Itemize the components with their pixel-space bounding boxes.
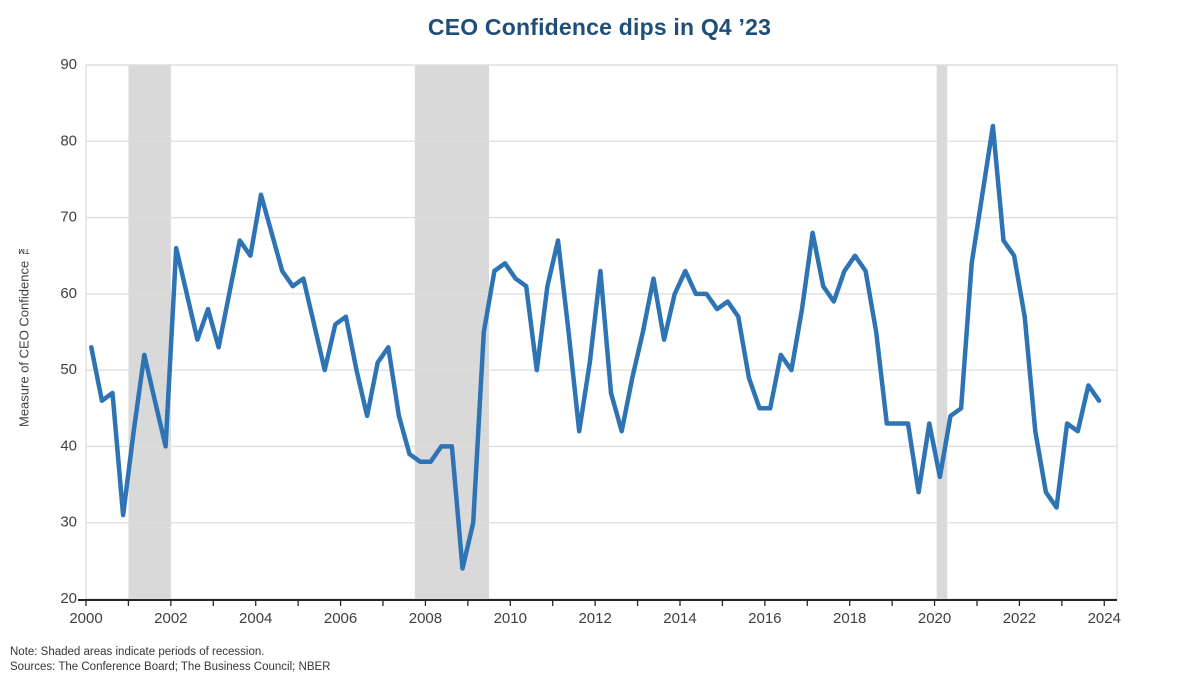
y-tick-label: 30	[60, 514, 77, 531]
x-tick-label: 2024	[1088, 610, 1121, 627]
recession-band	[128, 65, 171, 599]
x-tick-label: 2006	[324, 610, 357, 627]
x-tick-label: 2004	[239, 610, 272, 627]
x-tick-label: 2000	[69, 610, 102, 627]
y-tick-label: 60	[60, 285, 77, 302]
x-tick-label: 2016	[748, 610, 781, 627]
x-tick-label: 2022	[1003, 610, 1036, 627]
chart-title: CEO Confidence dips in Q4 ’23	[427, 14, 772, 40]
y-tick-label: 70	[60, 209, 77, 226]
x-tick-label: 2002	[154, 610, 187, 627]
x-tick-label: 2008	[409, 610, 442, 627]
x-tick-label: 2018	[833, 610, 866, 627]
y-tick-label: 40	[60, 437, 77, 454]
x-tick-label: 2010	[494, 610, 527, 627]
plot-border	[85, 64, 1118, 600]
y-tick-label: 90	[60, 56, 77, 73]
note-sources: Sources: The Conference Board; The Busin…	[10, 661, 331, 673]
y-tick-label: 80	[60, 132, 77, 149]
y-tick-label: 50	[60, 361, 77, 378]
y-tick-label: 20	[60, 590, 77, 607]
footnotes: Note: Shaded areas indicate periods of r…	[10, 645, 330, 675]
x-tick-label: 2020	[918, 610, 951, 627]
note-recession: Note: Shaded areas indicate periods of r…	[10, 646, 265, 658]
x-tick-label: 2012	[578, 610, 611, 627]
confidence-line	[89, 123, 1102, 571]
x-tick-label: 2014	[663, 610, 696, 627]
recession-band	[414, 65, 490, 599]
recession-band	[936, 65, 948, 599]
